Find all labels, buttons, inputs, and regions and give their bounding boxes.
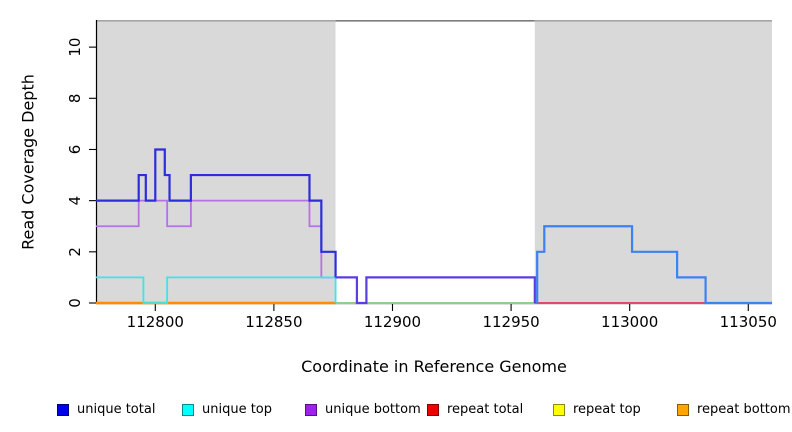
x-tick-label: 112950 — [482, 313, 539, 331]
y-tick-label: 6 — [66, 145, 84, 155]
x-tick-label: 113050 — [720, 313, 777, 331]
unique-region-right — [534, 20, 772, 303]
y-axis-title: Read Coverage Depth — [18, 74, 38, 250]
x-axis-title: Coordinate in Reference Genome — [301, 357, 567, 376]
y-tick-label: 10 — [66, 38, 84, 57]
y-tick-label: 4 — [66, 196, 84, 206]
unique-total-line — [96, 148, 337, 278]
total-bottom-overlap-line — [335, 276, 536, 305]
x-tick-label: 112900 — [364, 313, 421, 331]
x-tick-label: 113000 — [601, 313, 658, 331]
y-tick-label: 0 — [66, 298, 84, 308]
total-top-overlap-line — [536, 225, 772, 305]
x-tick-label: 112800 — [127, 313, 184, 331]
x-tick-label: 112850 — [245, 313, 302, 331]
y-tick-label: 8 — [66, 94, 84, 104]
repeat-gap-region — [335, 20, 535, 303]
y-tick-label: 2 — [66, 247, 84, 257]
unique-region-left — [96, 20, 336, 303]
